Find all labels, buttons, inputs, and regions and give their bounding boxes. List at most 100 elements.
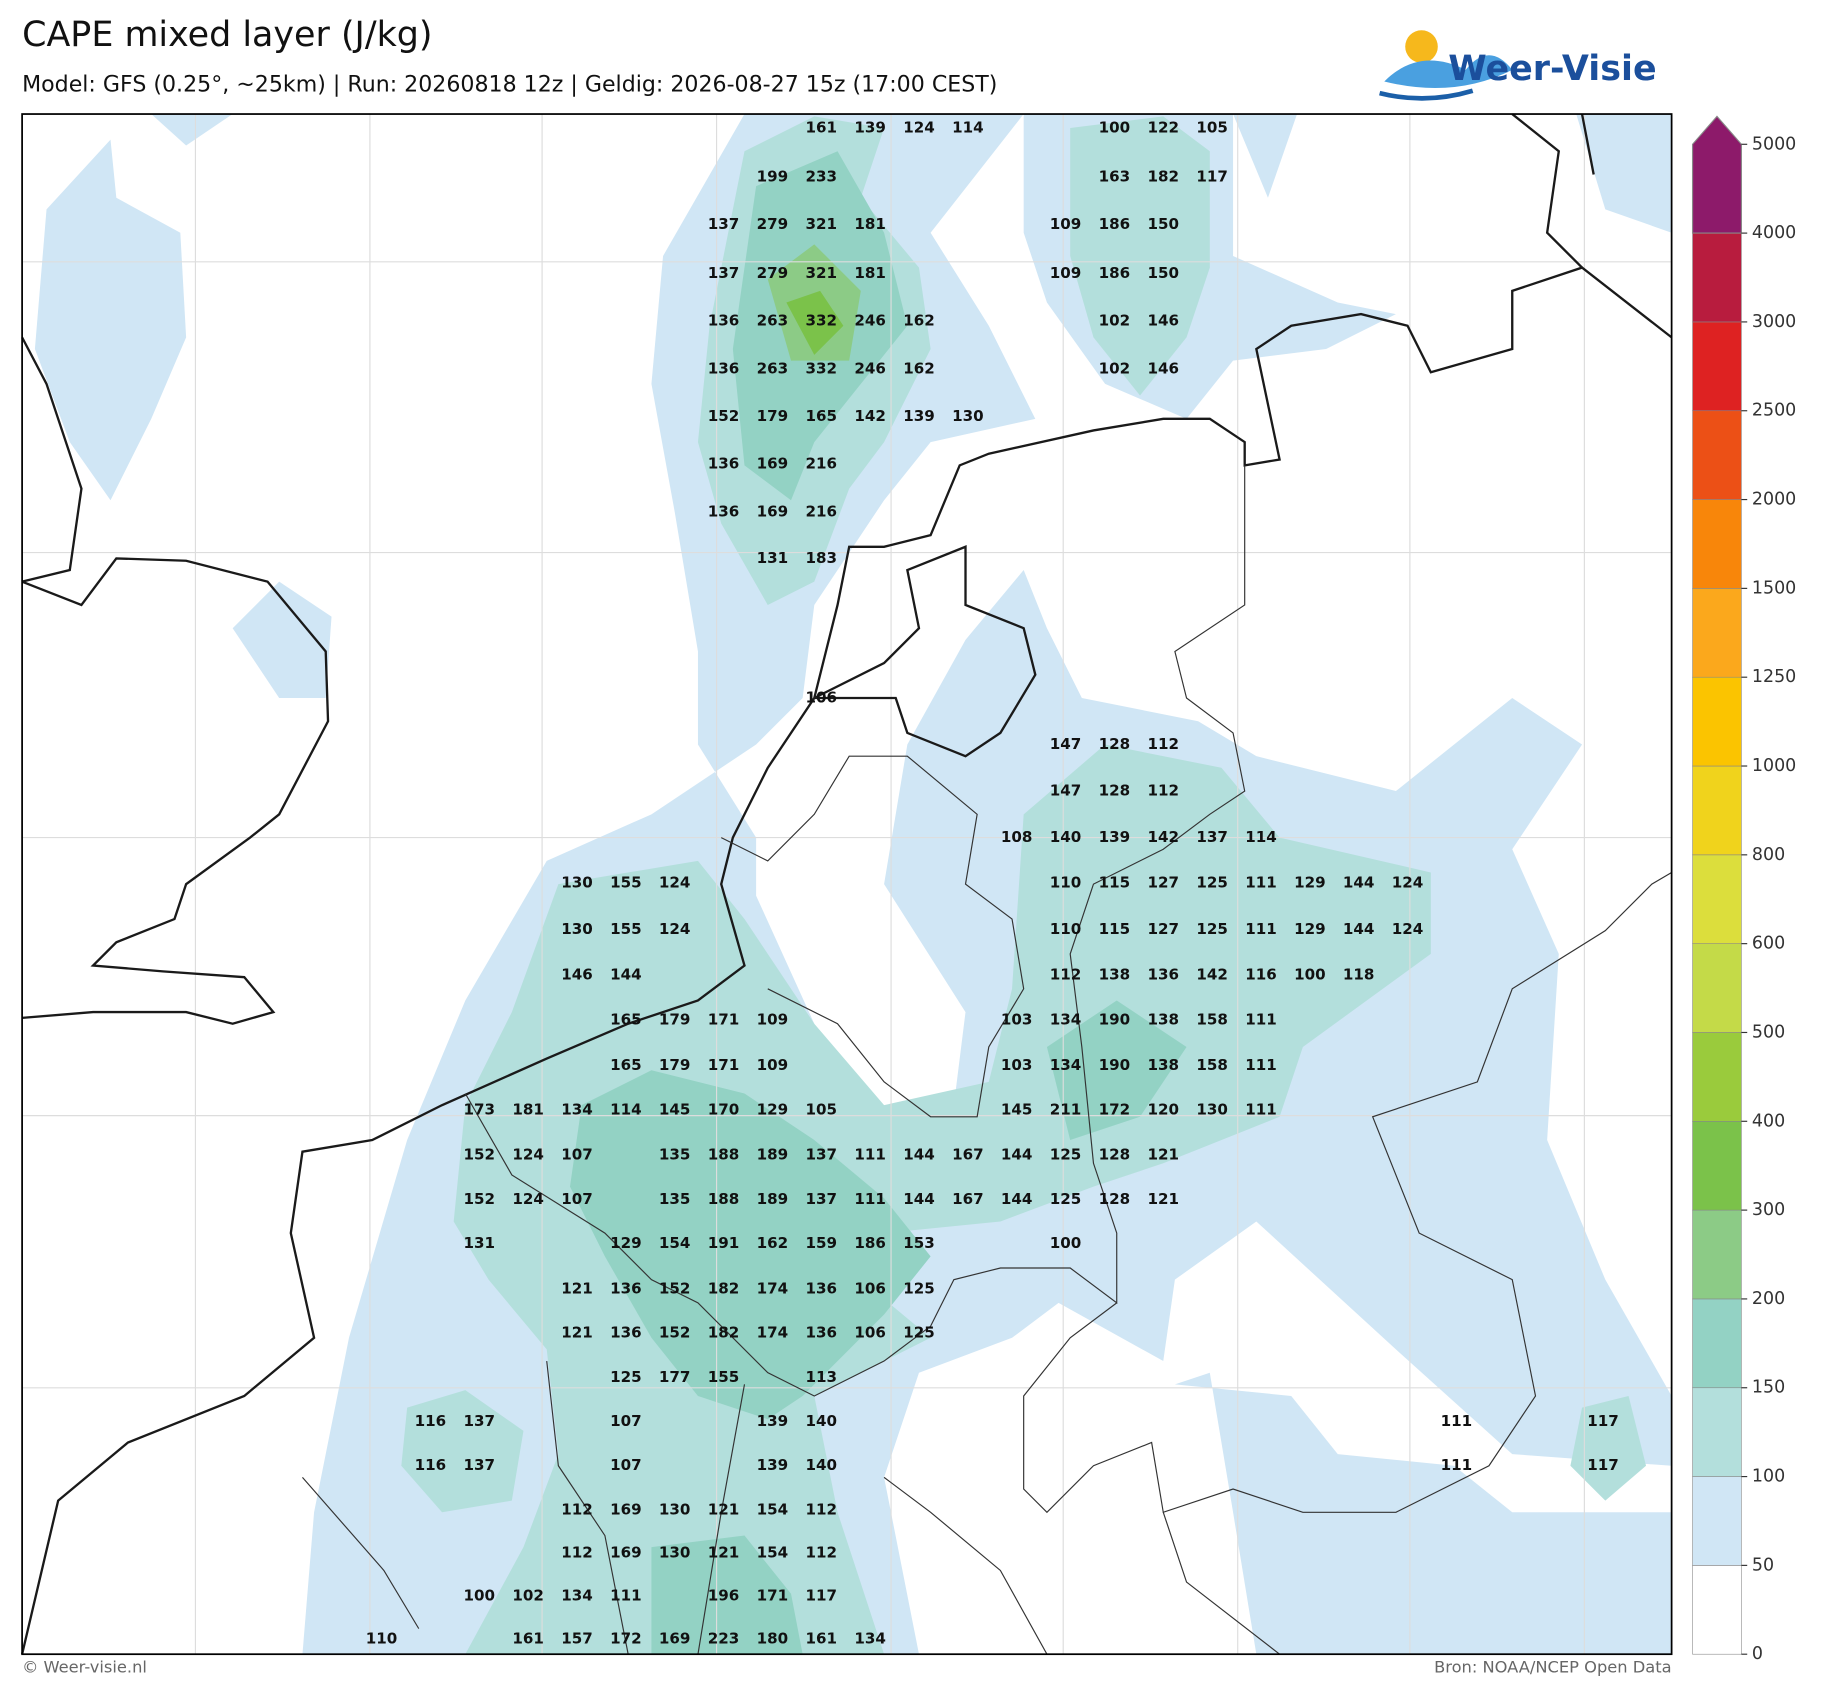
cape-value: 111 [1441,1412,1473,1430]
cape-value: 233 [805,167,837,185]
cape-value: 116 [1245,965,1277,983]
colorbar-label: 2500 [1752,401,1796,421]
cape-value: 124 [512,1146,544,1164]
cape-value: 190 [1099,1011,1131,1029]
colorbar-segment [1692,1565,1742,1655]
cape-value: 172 [610,1630,642,1648]
cape-value: 134 [854,1630,886,1648]
cape-value: 182 [708,1324,740,1342]
cape-value: 116 [415,1456,447,1474]
logo: Weer-Visie [1379,30,1657,101]
colorbar-label: 800 [1752,845,1785,865]
cape-value: 112 [1050,965,1082,983]
cape-value: 114 [610,1100,642,1118]
cape-value: 157 [561,1630,593,1648]
cape-value: 105 [1196,119,1228,137]
cape-value: 137 [708,264,740,282]
cape-value: 169 [659,1630,691,1648]
cape-value: 211 [1050,1100,1082,1118]
cape-value: 100 [1294,965,1326,983]
cape-value: 154 [757,1500,789,1518]
cape-value: 147 [1050,782,1082,800]
cape-value: 127 [1147,873,1179,891]
cape-value: 100 [1050,1234,1082,1252]
cape-value: 173 [463,1100,495,1118]
cape-value: 165 [805,407,837,425]
cape-value: 111 [1441,1456,1473,1474]
colorbar-segment [1692,410,1742,500]
cape-value: 135 [659,1146,691,1164]
cape-value: 171 [757,1587,789,1605]
footer-right: Bron: NOAA/NCEP Open Data [1434,1658,1672,1677]
cape-value: 139 [757,1456,789,1474]
cape-value: 150 [1147,215,1179,233]
cape-value: 108 [1001,828,1033,846]
cape-value: 136 [708,359,740,377]
cape-value: 144 [1343,920,1375,938]
cape-value: 155 [610,873,642,891]
cape-value: 179 [659,1056,691,1074]
coastlines [20,113,1673,1655]
cape-value: 130 [659,1500,691,1518]
cape-value: 117 [805,1587,837,1605]
cape-value: 199 [757,167,789,185]
cape-value: 124 [512,1190,544,1208]
cape-value: 147 [1050,735,1082,753]
cape-value: 111 [1245,920,1277,938]
cape-value: 169 [610,1500,642,1518]
cape-value: 112 [1147,735,1179,753]
cape-value: 161 [805,1630,837,1648]
cape-value: 154 [659,1234,691,1252]
cape-value: 125 [903,1279,935,1297]
cape-value: 179 [757,407,789,425]
cape-value: 106 [854,1279,886,1297]
cape-value: 152 [708,407,740,425]
cape-value: 321 [805,264,837,282]
cape-value: 172 [1099,1100,1131,1118]
cape-value: 111 [854,1190,886,1208]
subtitle: Model: GFS (0.25°, ~25km) | Run: 2026081… [22,71,997,97]
cape-value: 246 [854,312,886,330]
cape-value: 130 [1196,1100,1228,1118]
cape-value: 124 [903,119,935,137]
cape-value: 106 [854,1324,886,1342]
cape-value: 110 [1050,920,1082,938]
cape-value: 263 [757,359,789,377]
cape-value: 144 [1001,1146,1033,1164]
cape-value: 189 [757,1190,789,1208]
cape-value: 155 [610,920,642,938]
colorbar-label: 5000 [1752,134,1796,154]
colorbar-label: 2000 [1752,490,1796,510]
cape-value: 107 [561,1190,593,1208]
cape-value: 134 [1050,1056,1082,1074]
cape-value: 162 [903,312,935,330]
cape-value: 152 [463,1146,495,1164]
cape-value: 122 [1147,119,1179,137]
cape-value: 107 [610,1412,642,1430]
cape-value: 125 [610,1368,642,1386]
colorbar-segment [1692,854,1742,944]
cape-value: 102 [1099,312,1131,330]
cape-value: 121 [1147,1146,1179,1164]
cape-value: 110 [1050,873,1082,891]
cape-value: 130 [561,920,593,938]
cape-value: 111 [1245,1056,1277,1074]
colorbar-segment [1692,499,1742,589]
cape-value: 140 [1050,828,1082,846]
cape-value: 182 [1147,167,1179,185]
cape-value: 183 [805,549,837,567]
cape-value: 100 [463,1587,495,1605]
cape-value: 191 [708,1234,740,1252]
cape-value: 246 [854,359,886,377]
cape-value: 181 [854,264,886,282]
cape-value: 129 [1294,920,1326,938]
colorbar-segment [1692,1476,1742,1566]
cape-value: 131 [463,1234,495,1252]
cape-value: 136 [805,1279,837,1297]
colorbar-label: 300 [1752,1200,1785,1220]
cape-value: 112 [1147,782,1179,800]
cape-value: 174 [757,1324,789,1342]
cape-value: 146 [1147,359,1179,377]
